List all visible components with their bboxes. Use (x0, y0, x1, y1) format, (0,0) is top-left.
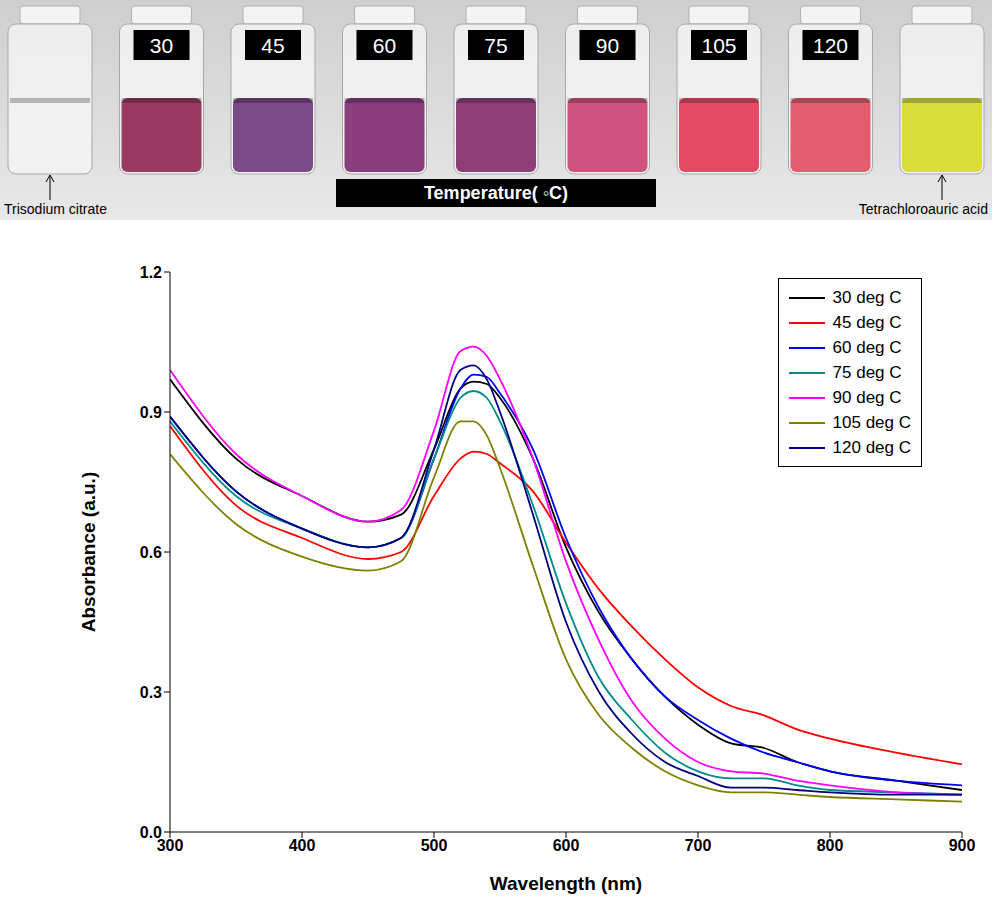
html-text:120 deg C: 120 deg C (832, 437, 911, 457)
html-text:60 deg C: 60 deg C (832, 337, 902, 357)
svg-text:800: 800 (817, 837, 844, 854)
svg-text:500: 500 (421, 837, 448, 854)
svg-text:0.0: 0.0 (140, 824, 162, 841)
svg-text:1.2: 1.2 (140, 264, 162, 281)
svg-text:900: 900 (949, 837, 976, 854)
svg-text:60: 60 (373, 34, 396, 57)
svg-text:75: 75 (484, 34, 507, 57)
svg-text:Absorbance (a.u.): Absorbance (a.u.) (78, 472, 99, 632)
svg-text:30: 30 (150, 34, 173, 57)
svg-text:Trisodium citrate: Trisodium citrate (4, 201, 107, 217)
svg-text:Temperature( ◦C): Temperature( ◦C) (424, 183, 568, 203)
svg-text:600: 600 (553, 837, 580, 854)
svg-text:0.9: 0.9 (140, 404, 162, 421)
svg-text:400: 400 (289, 837, 316, 854)
svg-text:0.3: 0.3 (140, 684, 162, 701)
svg-text:105: 105 (701, 34, 736, 57)
svg-text:Wavelength (nm): Wavelength (nm) (490, 873, 642, 894)
svg-text:700: 700 (685, 837, 712, 854)
svg-text:Tetrachloroauric acid: Tetrachloroauric acid (859, 201, 988, 217)
html-text:30 deg C: 30 deg C (832, 287, 902, 307)
svg-text:300: 300 (156, 837, 184, 855)
html-text:105 deg C: 105 deg C (832, 412, 911, 432)
html-text:90 deg C: 90 deg C (832, 387, 902, 407)
svg-text:0.6: 0.6 (140, 544, 162, 561)
html-text:45 deg C: 45 deg C (832, 312, 902, 332)
svg-text:90: 90 (596, 34, 619, 57)
svg-text:120: 120 (813, 34, 848, 57)
html-text:75 deg C: 75 deg C (832, 362, 902, 382)
svg-text:45: 45 (261, 34, 284, 57)
